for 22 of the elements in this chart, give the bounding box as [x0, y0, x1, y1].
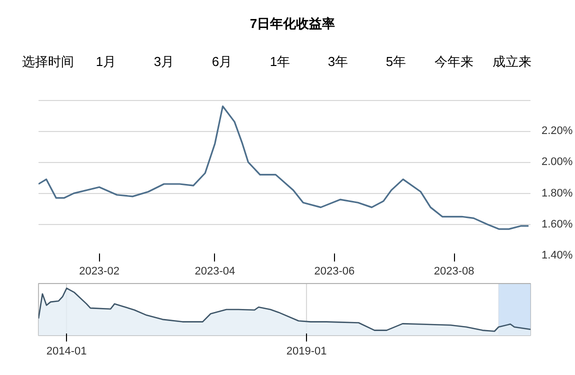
text: 3月 — [152, 53, 176, 71]
text: 选择时间 — [21, 53, 75, 71]
text: 1年 — [268, 53, 292, 71]
text: 5年 — [384, 53, 408, 71]
y-tick-label: 2.00% — [542, 156, 573, 168]
y-tick-label: 2.20% — [542, 125, 573, 138]
y-tick-label: 1.60% — [542, 218, 573, 230]
line-series — [38, 105, 530, 230]
x-tick-label: 2019-01 — [286, 346, 327, 358]
chart-title: 7日年化收益率 — [250, 15, 336, 33]
y-tick-label: 1.80% — [542, 187, 573, 200]
text: 成立来 — [492, 53, 532, 71]
x-tick-label: 2023-04 — [194, 266, 236, 278]
x-tick-label: 2023-02 — [79, 266, 120, 278]
x-tick-label: 2023-08 — [434, 266, 474, 278]
text: 6月 — [210, 53, 234, 71]
x-tick-label: 2014-01 — [46, 346, 87, 358]
text: 3年 — [326, 53, 350, 71]
y-tick-label: 1.40% — [542, 250, 573, 262]
text: 1月 — [94, 53, 118, 71]
x-tick-label: 2023-06 — [314, 266, 355, 278]
text: 今年来 — [434, 53, 474, 71]
